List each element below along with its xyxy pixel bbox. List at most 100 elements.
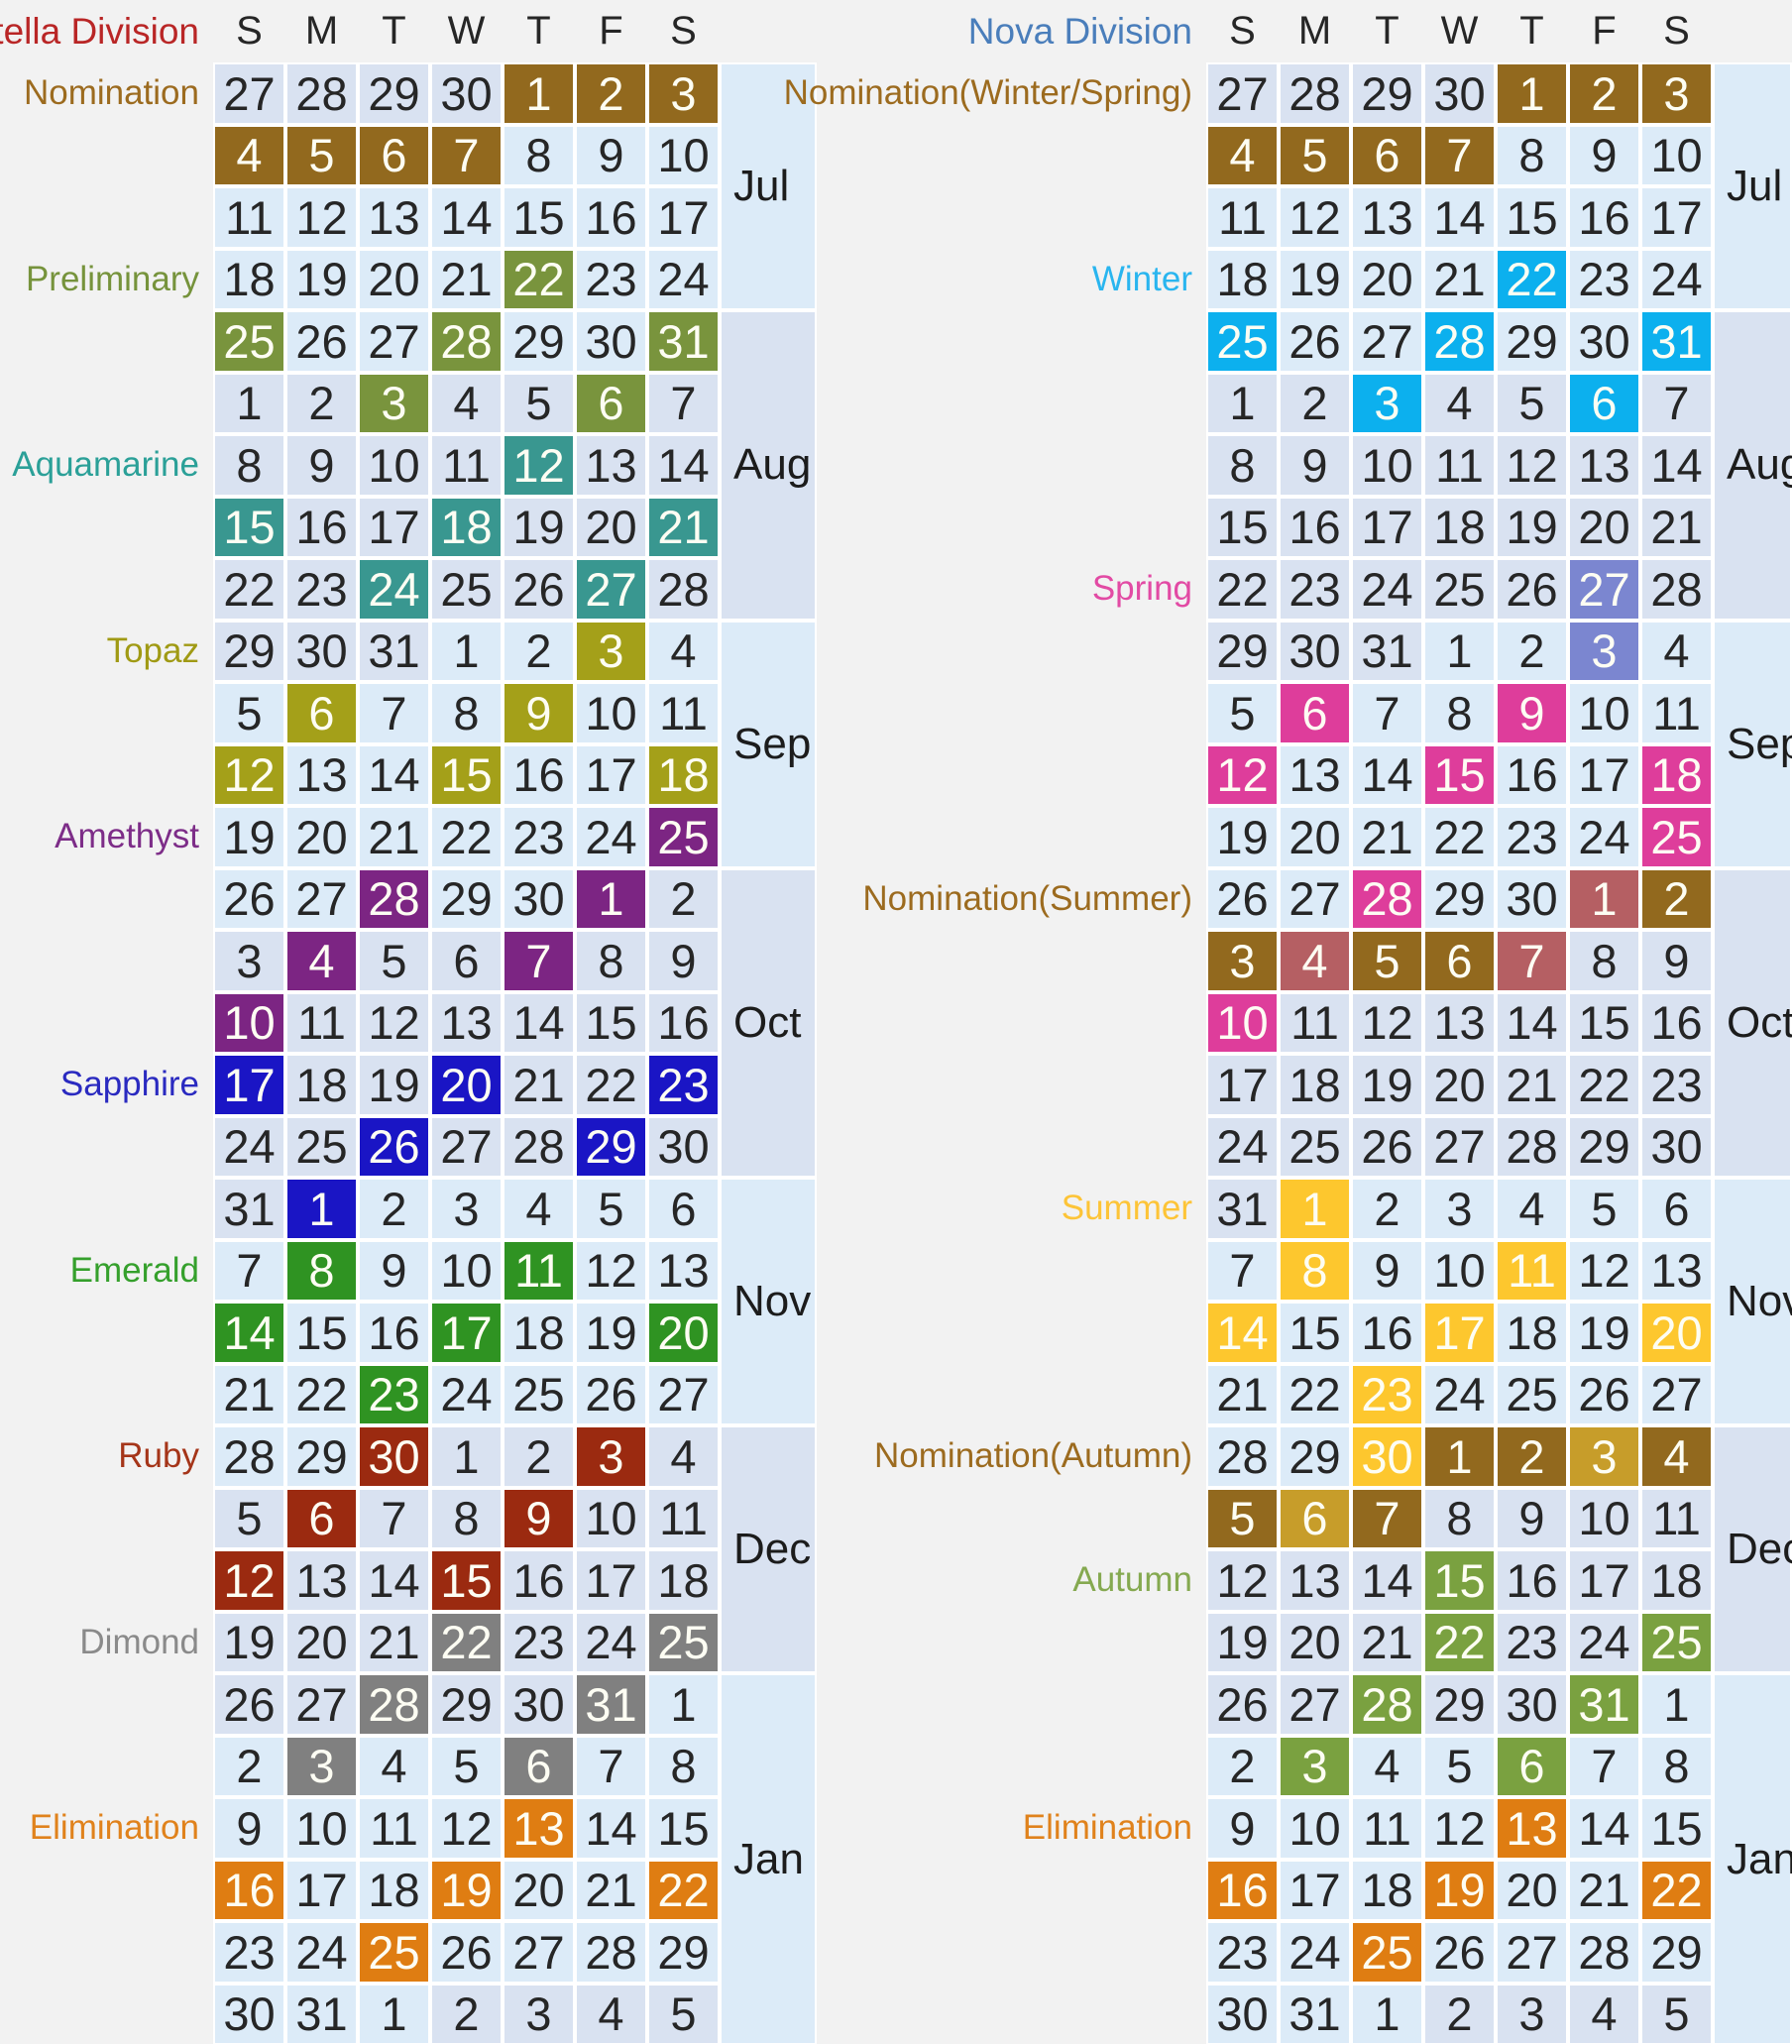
day-cell: 7	[213, 1239, 285, 1302]
day-cell: 14	[1423, 186, 1496, 249]
day-cell: 4	[1351, 1735, 1423, 1797]
day-cell: 15	[647, 1797, 720, 1860]
day-cell: 1	[1206, 372, 1279, 434]
day-cell: 2	[430, 1983, 503, 2044]
day-cell: 14	[1640, 434, 1713, 497]
day-cell-highlighted: 3	[575, 620, 647, 682]
day-cell: 22	[430, 806, 503, 868]
day-cell-highlighted: 9	[503, 1487, 575, 1549]
day-cell: 7	[358, 682, 430, 744]
day-cell: 14	[647, 434, 720, 497]
month-band: Dec	[1713, 1425, 1792, 1673]
day-cell-highlighted: 30	[1351, 1425, 1423, 1488]
day-cell-highlighted: 28	[358, 1673, 430, 1736]
day-cell-highlighted: 1	[575, 867, 647, 930]
day-cell: 23	[1279, 558, 1351, 621]
month-band: Jan	[1713, 1673, 1792, 2044]
day-cell: 20	[285, 806, 358, 868]
month-band: Jul	[720, 62, 817, 310]
day-cell: 28	[1568, 1921, 1640, 1984]
day-cell: 5	[213, 682, 285, 744]
day-cell: 10	[358, 434, 430, 497]
day-cell-highlighted: 6	[1496, 1735, 1568, 1797]
day-cell-highlighted: 3	[1640, 62, 1713, 125]
day-cell: 4	[430, 372, 503, 434]
day-cell: 19	[1496, 496, 1568, 558]
day-cell: 11	[1640, 682, 1713, 744]
day-cell: 30	[1206, 1983, 1279, 2044]
day-cell-highlighted: 16	[1206, 1859, 1279, 1921]
day-cell-highlighted: 29	[575, 1115, 647, 1178]
day-cell: 22	[1568, 1054, 1640, 1116]
day-cell: 14	[503, 991, 575, 1054]
day-cell-highlighted: 25	[1640, 1611, 1713, 1673]
day-cell-highlighted: 5	[285, 124, 358, 186]
day-cell: 28	[1206, 1425, 1279, 1488]
day-cell: 26	[213, 867, 285, 930]
day-cell: 31	[1279, 1983, 1351, 2044]
day-cell-highlighted: 28	[430, 310, 503, 373]
day-cell: 18	[213, 248, 285, 310]
day-cell-highlighted: 31	[1640, 310, 1713, 373]
day-cell: 3	[503, 1983, 575, 2044]
day-cell: 26	[213, 1673, 285, 1736]
day-cell: 26	[1423, 1921, 1496, 1984]
day-cell: 2	[647, 867, 720, 930]
event-label: Elimination	[29, 1808, 199, 1848]
day-cell: 20	[358, 248, 430, 310]
day-cell: 13	[575, 434, 647, 497]
day-cell: 16	[503, 743, 575, 806]
event-label: Topaz	[106, 630, 199, 670]
day-cell: 11	[358, 1797, 430, 1860]
day-cell: 23	[575, 248, 647, 310]
day-cell: 2	[503, 620, 575, 682]
day-cell: 17	[647, 186, 720, 249]
day-cell: 10	[1351, 434, 1423, 497]
nova-division-calendar: Nova Division S M T W T F S Nomination(Winter/Sp…	[784, 0, 1792, 2044]
day-cell: 7	[647, 372, 720, 434]
day-cell-highlighted: 12	[1206, 743, 1279, 806]
day-cell-highlighted: 7	[1496, 930, 1568, 992]
day-cell: 15	[503, 186, 575, 249]
day-cell-highlighted: 17	[430, 1302, 503, 1364]
day-cell-highlighted: 2	[1568, 62, 1640, 125]
day-cell: 28	[503, 1115, 575, 1178]
day-cell: 9	[1279, 434, 1351, 497]
day-cell: 16	[1351, 1302, 1423, 1364]
weekday-header: T	[1375, 9, 1400, 53]
day-cell-highlighted: 9	[1496, 682, 1568, 744]
day-cell: 22	[1206, 558, 1279, 621]
day-cell: 12	[1351, 991, 1423, 1054]
day-cell: 19	[503, 496, 575, 558]
day-cell: 19	[1279, 248, 1351, 310]
day-cell: 27	[647, 1363, 720, 1425]
day-cell: 14	[1496, 991, 1568, 1054]
day-cell: 11	[430, 434, 503, 497]
day-cell: 26	[1206, 1673, 1279, 1736]
day-cell-highlighted: 30	[358, 1425, 430, 1488]
day-cell: 9	[1351, 1239, 1423, 1302]
day-cell-highlighted: 25	[358, 1921, 430, 1984]
day-cell-highlighted: 27	[575, 558, 647, 621]
day-cell-highlighted: 14	[213, 1302, 285, 1364]
day-cell: 10	[1568, 682, 1640, 744]
day-cell: 1	[1351, 1983, 1423, 2044]
day-cell-highlighted: 31	[647, 310, 720, 373]
day-cell-highlighted: 3	[285, 1735, 358, 1797]
day-cell: 9	[1568, 124, 1640, 186]
day-cell: 17	[285, 1859, 358, 1921]
day-cell-highlighted: 12	[213, 1549, 285, 1612]
month-band: Oct	[720, 867, 817, 1178]
day-cell-highlighted: 18	[1640, 743, 1713, 806]
day-cell: 1	[213, 372, 285, 434]
day-cell: 8	[1496, 124, 1568, 186]
day-cell-highlighted: 13	[503, 1797, 575, 1860]
month-band: Aug	[1713, 310, 1792, 621]
weekday-header: S	[236, 9, 263, 53]
day-cell: 30	[213, 1983, 285, 2044]
day-cell: 17	[1568, 1549, 1640, 1612]
event-label: Elimination	[1022, 1808, 1192, 1848]
day-cell: 27	[430, 1115, 503, 1178]
day-cell: 9	[1206, 1797, 1279, 1860]
